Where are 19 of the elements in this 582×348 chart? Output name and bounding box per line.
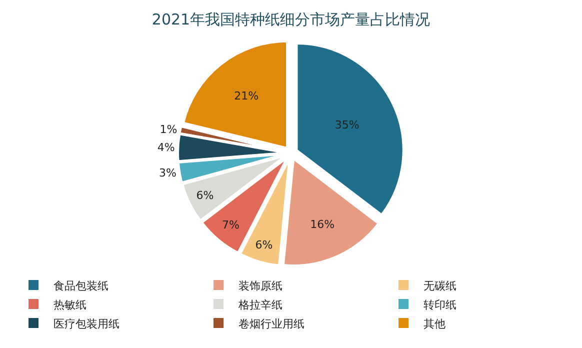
chart-title: 2021年我国特种纸细分市场产量占比情况: [152, 10, 430, 28]
data-label: 6%: [196, 189, 214, 202]
data-label: 4%: [157, 141, 175, 154]
legend-label: 热敏纸: [54, 298, 86, 312]
data-label: 7%: [222, 218, 240, 232]
data-label: 35%: [334, 118, 360, 132]
legend-label: 装饰原纸: [238, 279, 282, 292]
legend-label: 医疗包装用纸: [54, 317, 120, 330]
legend-label: 卷烟行业用纸: [238, 317, 304, 330]
legend-label: 格拉辛纸: [238, 298, 282, 312]
data-label: 21%: [234, 90, 259, 103]
data-label: 6%: [255, 238, 273, 252]
data-label: 1%: [160, 123, 178, 136]
data-label: 16%: [310, 218, 335, 232]
legend-label: 转印纸: [424, 298, 456, 312]
legend-label: 无碳纸: [424, 279, 456, 292]
legend-label: 食品包装纸: [54, 279, 108, 292]
data-label: 3%: [159, 166, 176, 180]
legend-label: 其他: [424, 317, 446, 330]
